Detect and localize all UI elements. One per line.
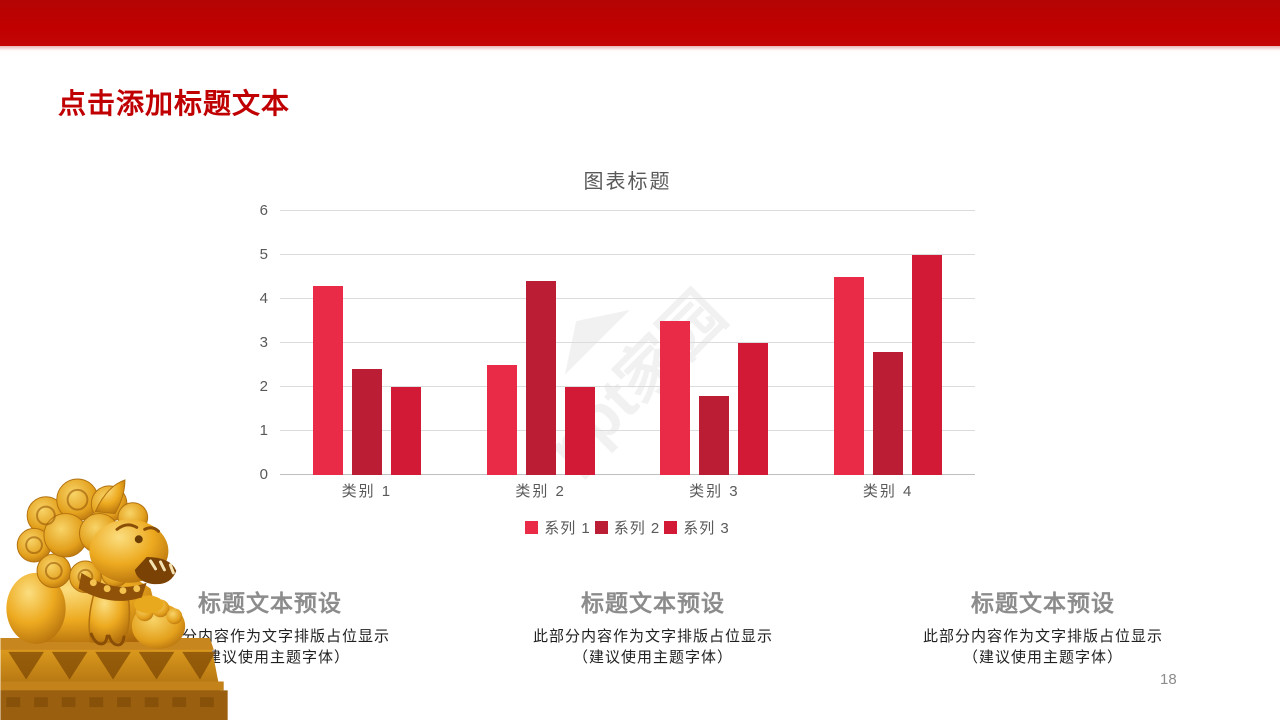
chart-title: 图表标题 [583,171,672,193]
bar-系列 1-类别 3 [660,321,691,475]
legend-swatch [594,521,608,534]
text-block-body-line2: （建议使用主题字体） [962,649,1123,666]
x-axis: 类别 1 类别 2 类别 3 类别 4 [280,480,975,501]
y-axis-tick: 4 [259,290,268,307]
bar-group [801,211,975,475]
bar-系列 2-类别 3 [699,395,730,475]
legend-label: 系列 2 [613,520,661,537]
gridline [280,342,975,343]
legend-swatch [664,521,678,534]
y-axis-tick: 3 [259,334,268,351]
text-block-heading: 标题文本预设 [198,590,342,616]
text-block-3: 标题文本预设 此部分内容作为文字排版占位显示 （建议使用主题字体） [882,584,1204,668]
legend-swatch [525,521,539,534]
x-axis-label: 类别 1 [341,483,393,500]
bar-系列 3-类别 2 [564,387,595,475]
bar-group [280,211,454,475]
bar-系列 3-类别 3 [738,343,769,475]
gridline [280,474,975,475]
bar-系列 2-类别 1 [351,369,382,475]
bar-系列 3-类别 4 [912,255,943,475]
text-block-2: 标题文本预设 此部分内容作为文字排版占位显示 （建议使用主题字体） [492,584,814,668]
x-axis-label: 类别 2 [515,483,566,500]
gridline [280,430,975,431]
slide-title: 点击添加标题文本 [58,88,291,119]
top-banner [0,0,1280,46]
bar-系列 2-类别 4 [873,351,904,475]
legend-item: 系列 3 [664,517,730,538]
text-block-heading: 标题文本预设 [971,590,1115,616]
y-axis: 0 1 2 3 4 5 6 [228,202,268,483]
bar-chart-plot-area [280,210,975,475]
gridline [280,210,975,211]
bar-系列 1-类别 4 [834,277,865,475]
bar-系列 2-类别 2 [525,281,556,475]
x-axis-label: 类别 3 [689,483,740,500]
x-axis-label: 类别 4 [862,483,914,500]
bar-group [454,211,628,475]
y-axis-tick: 0 [259,466,268,483]
text-block-1: 标题文本预设 此部分内容作为文字排版占位显示 （建议使用主题字体） [109,584,431,668]
bar-系列 3-类别 1 [390,387,421,475]
y-axis-tick: 5 [259,246,268,263]
gridline [280,386,975,387]
legend-label: 系列 1 [544,520,591,537]
text-block-heading: 标题文本预设 [581,590,725,616]
text-block-body-line2: （建议使用主题字体） [572,649,733,666]
text-block-body-line1: 此部分内容作为文字排版占位显示 [922,628,1163,645]
y-axis-tick: 2 [259,378,268,395]
top-banner-shadow [0,46,1280,56]
legend-item: 系列 1 [525,517,591,538]
bar-group [628,211,802,475]
gridline [280,298,975,299]
bar-系列 1-类别 1 [312,285,343,475]
bar-系列 1-类别 2 [486,365,517,475]
y-axis-tick: 1 [259,422,268,439]
text-block-body-line1: 此部分内容作为文字排版占位显示 [532,628,773,645]
chart-legend: 系列 1 系列 2 系列 3 [280,517,975,538]
golden-lion-statue-image [0,478,228,720]
y-axis-tick: 6 [259,202,268,219]
page-number: 18 [1160,671,1177,688]
gridline [280,254,975,255]
legend-label: 系列 3 [683,520,730,537]
legend-item: 系列 2 [594,517,661,538]
chart-bars [280,211,975,475]
text-block-body-line2: （建议使用主题字体） [189,649,350,666]
